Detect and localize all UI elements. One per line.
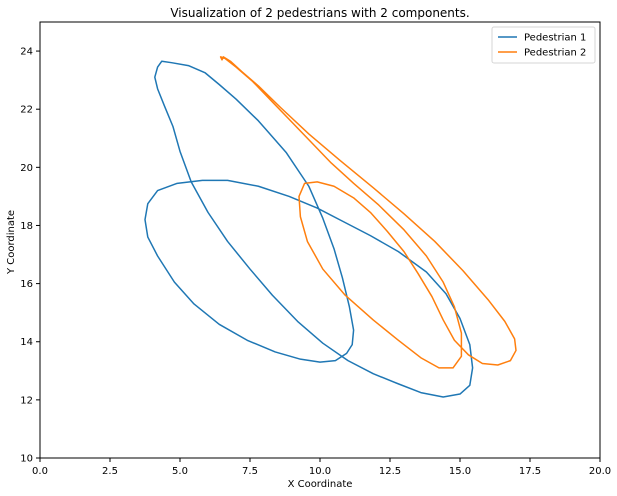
x-tick-label-3: 7.5 [242,466,258,477]
x-tick-label-6: 15.0 [449,466,471,477]
x-tick-label-0: 0.0 [32,466,48,477]
plot-background [40,22,600,458]
legend: Pedestrian 1 Pedestrian 2 [491,26,596,64]
y-tick-label-2: 14 [20,337,33,348]
x-tick-label-8: 20.0 [589,466,611,477]
chart-title: Visualization of 2 pedestrians with 2 co… [170,6,469,20]
y-tick-label-5: 20 [20,163,33,174]
legend-label-pedestrian-2: Pedestrian 2 [524,48,586,59]
x-tick-label-2: 5.0 [172,466,188,477]
y-tick-label-4: 18 [20,221,33,232]
x-axis-label: X Coordinate [288,479,353,490]
y-tick-label-3: 16 [20,279,33,290]
y-tick-label-1: 12 [20,395,33,406]
y-tick-label-7: 24 [20,47,33,58]
x-tick-label-4: 10.0 [309,466,331,477]
y-tick-label-0: 10 [20,454,33,465]
series-line-pedestrian-1 [144,60,474,398]
legend-box [491,26,596,64]
x-tick-label-5: 12.5 [379,466,401,477]
y-tick-label-6: 22 [20,105,33,116]
x-tick-label-1: 2.5 [102,466,118,477]
plot-area [40,22,600,458]
series-line-pedestrian-2 [219,56,517,369]
legend-label-pedestrian-1: Pedestrian 1 [524,33,586,44]
x-tick-label-7: 17.5 [519,466,541,477]
y-axis-label: Y Coordinate [6,210,17,275]
axes-layer: 0.0 2.5 5.0 7.5 10.0 12.5 15.0 17.5 20.0 10 12 14 16… [20,21,611,477]
